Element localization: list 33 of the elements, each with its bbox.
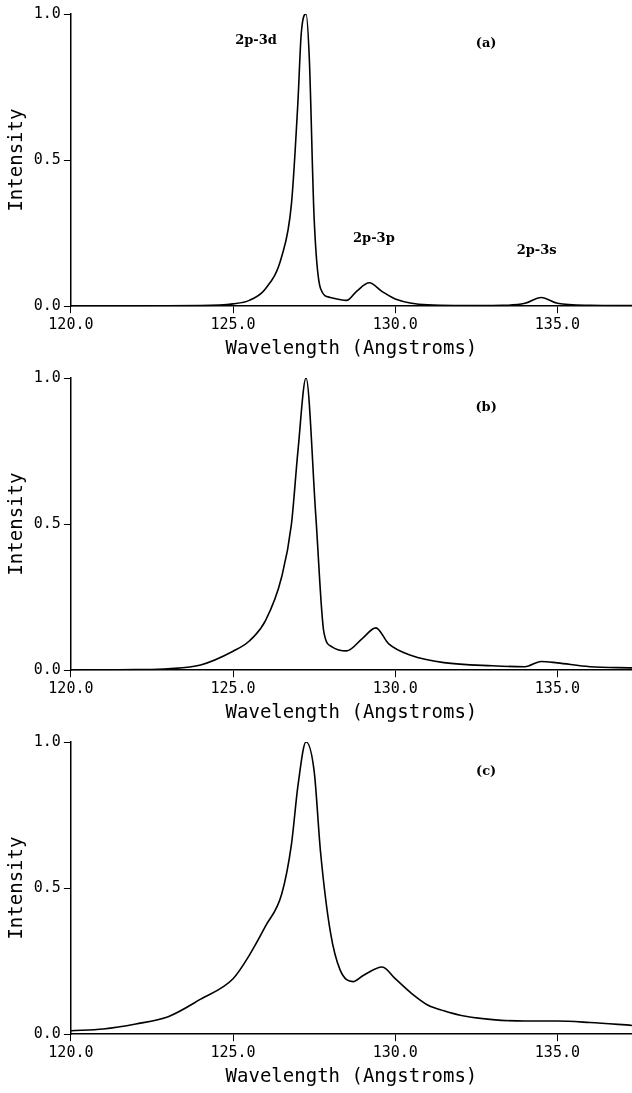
annotation: 2p-3p [353,230,395,246]
y-tick-label: 0.0 [33,1024,61,1043]
y-tick-label: 1.0 [33,731,61,750]
x-tick-label: 125.0 [210,679,256,698]
x-tick-label: 125.0 [210,315,256,334]
x-tick-label: 125.0 [210,1043,256,1062]
x-tick-label: 130.0 [372,679,418,698]
x-tick-label: 130.0 [372,315,418,334]
annotation: 2p-3s [516,242,557,258]
y-tick-label: 0.0 [33,296,61,315]
annotation: (c) [476,762,497,778]
annotation: (b) [475,398,497,414]
x-tick-label: 120.0 [48,315,94,334]
y-tick-label: 1.0 [33,367,61,386]
y-axis-title: Intensity [4,836,27,940]
y-tick-label: 1.0 [33,3,61,22]
x-axis-title: Wavelength (Angstroms) [225,335,478,358]
x-tick-label: 135.0 [534,679,580,698]
y-axis-title: Intensity [4,472,27,576]
x-axis-title: Wavelength (Angstroms) [225,699,478,722]
y-axis-title: Intensity [4,108,27,212]
x-tick-label: 135.0 [534,1043,580,1062]
x-tick-label: 120.0 [48,679,94,698]
y-tick-label: 0.0 [33,660,61,679]
y-tick-label: 0.5 [33,513,61,532]
x-tick-label: 120.0 [48,1043,94,1062]
annotation: (a) [475,34,497,50]
annotation: 2p-3d [235,31,277,47]
y-tick-label: 0.5 [33,877,61,896]
x-tick-label: 130.0 [372,1043,418,1062]
x-tick-label: 135.0 [534,315,580,334]
x-axis-title: Wavelength (Angstroms) [225,1063,478,1086]
y-tick-label: 0.5 [33,149,61,168]
